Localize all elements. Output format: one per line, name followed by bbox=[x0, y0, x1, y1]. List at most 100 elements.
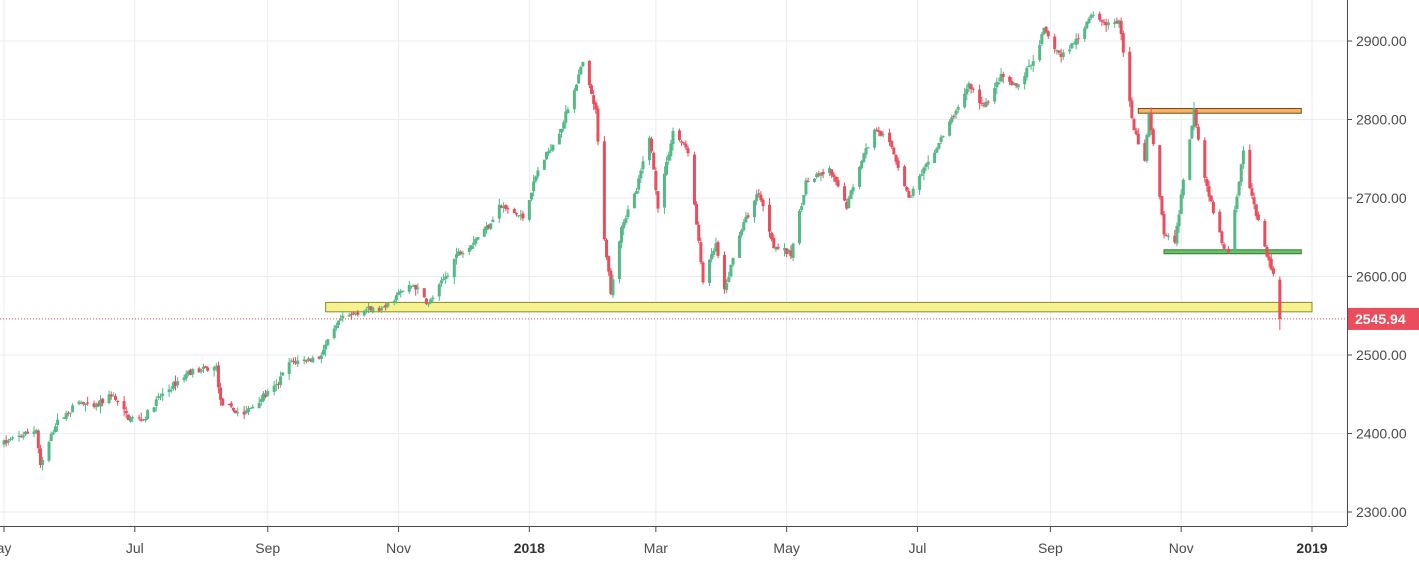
candle-body bbox=[8, 439, 12, 441]
candle-body bbox=[785, 248, 789, 255]
candle-up bbox=[111, 392, 115, 397]
candle-up bbox=[579, 65, 583, 76]
candle-up bbox=[965, 84, 969, 101]
candle-down bbox=[1254, 203, 1258, 220]
candle-body bbox=[431, 297, 435, 300]
candle-up bbox=[828, 165, 832, 177]
candle-body bbox=[437, 284, 441, 297]
candle-up bbox=[1085, 21, 1089, 30]
candle-down bbox=[982, 102, 986, 108]
candle-body bbox=[231, 407, 235, 411]
candle-up bbox=[129, 415, 133, 423]
candle-up bbox=[798, 208, 802, 245]
candle-down bbox=[101, 397, 105, 407]
candle-body bbox=[952, 115, 956, 117]
candle-body bbox=[1265, 246, 1269, 257]
candle-up bbox=[517, 215, 521, 218]
candle-up bbox=[461, 250, 465, 259]
candle-body bbox=[1085, 21, 1089, 29]
candle-body bbox=[532, 181, 536, 192]
candle-up bbox=[274, 379, 278, 392]
candle-body bbox=[742, 222, 746, 231]
candle-body bbox=[1031, 61, 1035, 66]
candle-up bbox=[51, 429, 55, 435]
candle-up bbox=[1055, 49, 1059, 55]
candle-down bbox=[594, 100, 598, 114]
candle-down bbox=[907, 188, 911, 198]
candle-body bbox=[729, 264, 733, 277]
candle-up bbox=[502, 202, 506, 213]
candle-body bbox=[392, 300, 396, 303]
candle-body bbox=[768, 204, 772, 232]
candle-body bbox=[382, 306, 386, 308]
candle-up bbox=[236, 407, 240, 417]
candle-down bbox=[1121, 30, 1125, 57]
candle-body bbox=[216, 365, 220, 388]
candle-down bbox=[1211, 200, 1215, 215]
candle-body bbox=[1226, 248, 1230, 253]
candle-body bbox=[896, 160, 900, 168]
candle-body bbox=[171, 382, 175, 389]
candle-body bbox=[999, 73, 1003, 82]
candle-body bbox=[459, 251, 463, 255]
candle-down bbox=[980, 96, 984, 107]
candle-up bbox=[712, 248, 716, 258]
candle-body bbox=[174, 381, 178, 386]
candle-body bbox=[892, 147, 896, 155]
candle-body bbox=[909, 196, 913, 198]
candle-body bbox=[32, 431, 36, 435]
candle-body bbox=[725, 283, 729, 291]
candle-body bbox=[590, 85, 594, 94]
candle-down bbox=[1149, 107, 1153, 135]
candle-body bbox=[124, 410, 128, 414]
candle-up bbox=[332, 325, 336, 340]
candle-body bbox=[1106, 22, 1110, 26]
candle-up bbox=[457, 248, 461, 257]
candle-body bbox=[23, 431, 27, 435]
candle-up bbox=[199, 368, 203, 374]
candle-body bbox=[379, 307, 383, 311]
candle-body bbox=[1057, 50, 1061, 53]
candle-up bbox=[632, 192, 636, 209]
candle-body bbox=[472, 242, 476, 245]
candle-body bbox=[457, 251, 461, 256]
candle-body bbox=[806, 180, 810, 182]
candle-up bbox=[324, 340, 328, 357]
candle-body bbox=[152, 407, 156, 412]
candle-up bbox=[941, 135, 945, 138]
candle-down bbox=[242, 406, 246, 419]
candle-body bbox=[469, 245, 473, 250]
candle-body bbox=[710, 254, 714, 260]
candle-body bbox=[1059, 53, 1063, 57]
candle-body bbox=[1102, 21, 1106, 23]
candle-down bbox=[699, 237, 703, 265]
candle-up bbox=[367, 302, 371, 313]
candle-body bbox=[722, 254, 726, 290]
candle-down bbox=[384, 303, 388, 311]
candle-down bbox=[905, 185, 909, 192]
candle-body bbox=[326, 339, 330, 346]
candle-body bbox=[1136, 133, 1140, 145]
candle-body bbox=[637, 178, 641, 190]
candle-body bbox=[641, 161, 645, 170]
candle-body bbox=[632, 193, 636, 209]
candle-down bbox=[652, 151, 656, 170]
candle-body bbox=[1014, 83, 1018, 86]
candle-body bbox=[176, 381, 180, 386]
candle-up bbox=[858, 166, 862, 190]
candle-down bbox=[832, 171, 836, 182]
candle-body bbox=[602, 141, 606, 240]
candle-down bbox=[1132, 117, 1136, 131]
candle-body bbox=[707, 259, 711, 283]
candle-body bbox=[596, 108, 600, 142]
x-tick-label: Sep bbox=[1038, 540, 1063, 556]
candle-body bbox=[692, 154, 696, 205]
candle-body bbox=[497, 204, 501, 219]
candle-body bbox=[156, 396, 160, 399]
candle-body bbox=[111, 395, 115, 397]
candle-up bbox=[491, 216, 495, 223]
candle-down bbox=[109, 391, 113, 400]
candle-body bbox=[71, 405, 75, 413]
